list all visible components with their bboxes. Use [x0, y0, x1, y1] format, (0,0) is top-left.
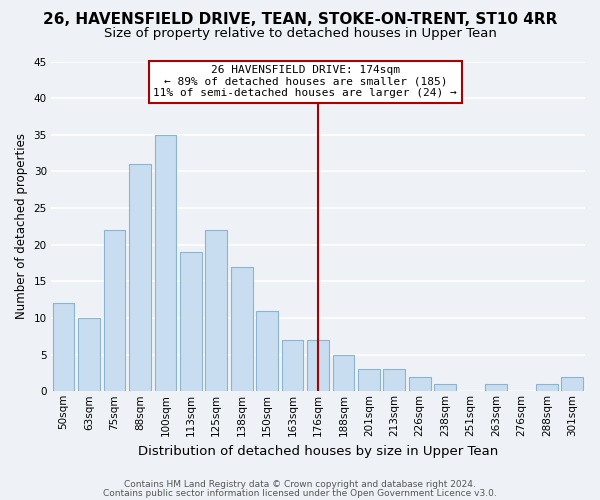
- Bar: [562, 376, 583, 392]
- Text: Size of property relative to detached houses in Upper Tean: Size of property relative to detached ho…: [104, 28, 496, 40]
- Bar: [536, 384, 557, 392]
- Text: 26 HAVENSFIELD DRIVE: 174sqm
← 89% of detached houses are smaller (185)
11% of s: 26 HAVENSFIELD DRIVE: 174sqm ← 89% of de…: [154, 65, 457, 98]
- Bar: [180, 252, 202, 392]
- Bar: [358, 370, 380, 392]
- Bar: [256, 310, 278, 392]
- Bar: [79, 318, 100, 392]
- Text: Contains public sector information licensed under the Open Government Licence v3: Contains public sector information licen…: [103, 488, 497, 498]
- Bar: [104, 230, 125, 392]
- Bar: [129, 164, 151, 392]
- Text: 26, HAVENSFIELD DRIVE, TEAN, STOKE-ON-TRENT, ST10 4RR: 26, HAVENSFIELD DRIVE, TEAN, STOKE-ON-TR…: [43, 12, 557, 28]
- Bar: [307, 340, 329, 392]
- Bar: [155, 135, 176, 392]
- Bar: [231, 266, 253, 392]
- Bar: [282, 340, 304, 392]
- Bar: [383, 370, 405, 392]
- Bar: [332, 354, 354, 392]
- X-axis label: Distribution of detached houses by size in Upper Tean: Distribution of detached houses by size …: [138, 444, 498, 458]
- Y-axis label: Number of detached properties: Number of detached properties: [15, 134, 28, 320]
- Bar: [53, 304, 74, 392]
- Bar: [434, 384, 456, 392]
- Text: Contains HM Land Registry data © Crown copyright and database right 2024.: Contains HM Land Registry data © Crown c…: [124, 480, 476, 489]
- Bar: [485, 384, 507, 392]
- Bar: [205, 230, 227, 392]
- Bar: [409, 376, 431, 392]
